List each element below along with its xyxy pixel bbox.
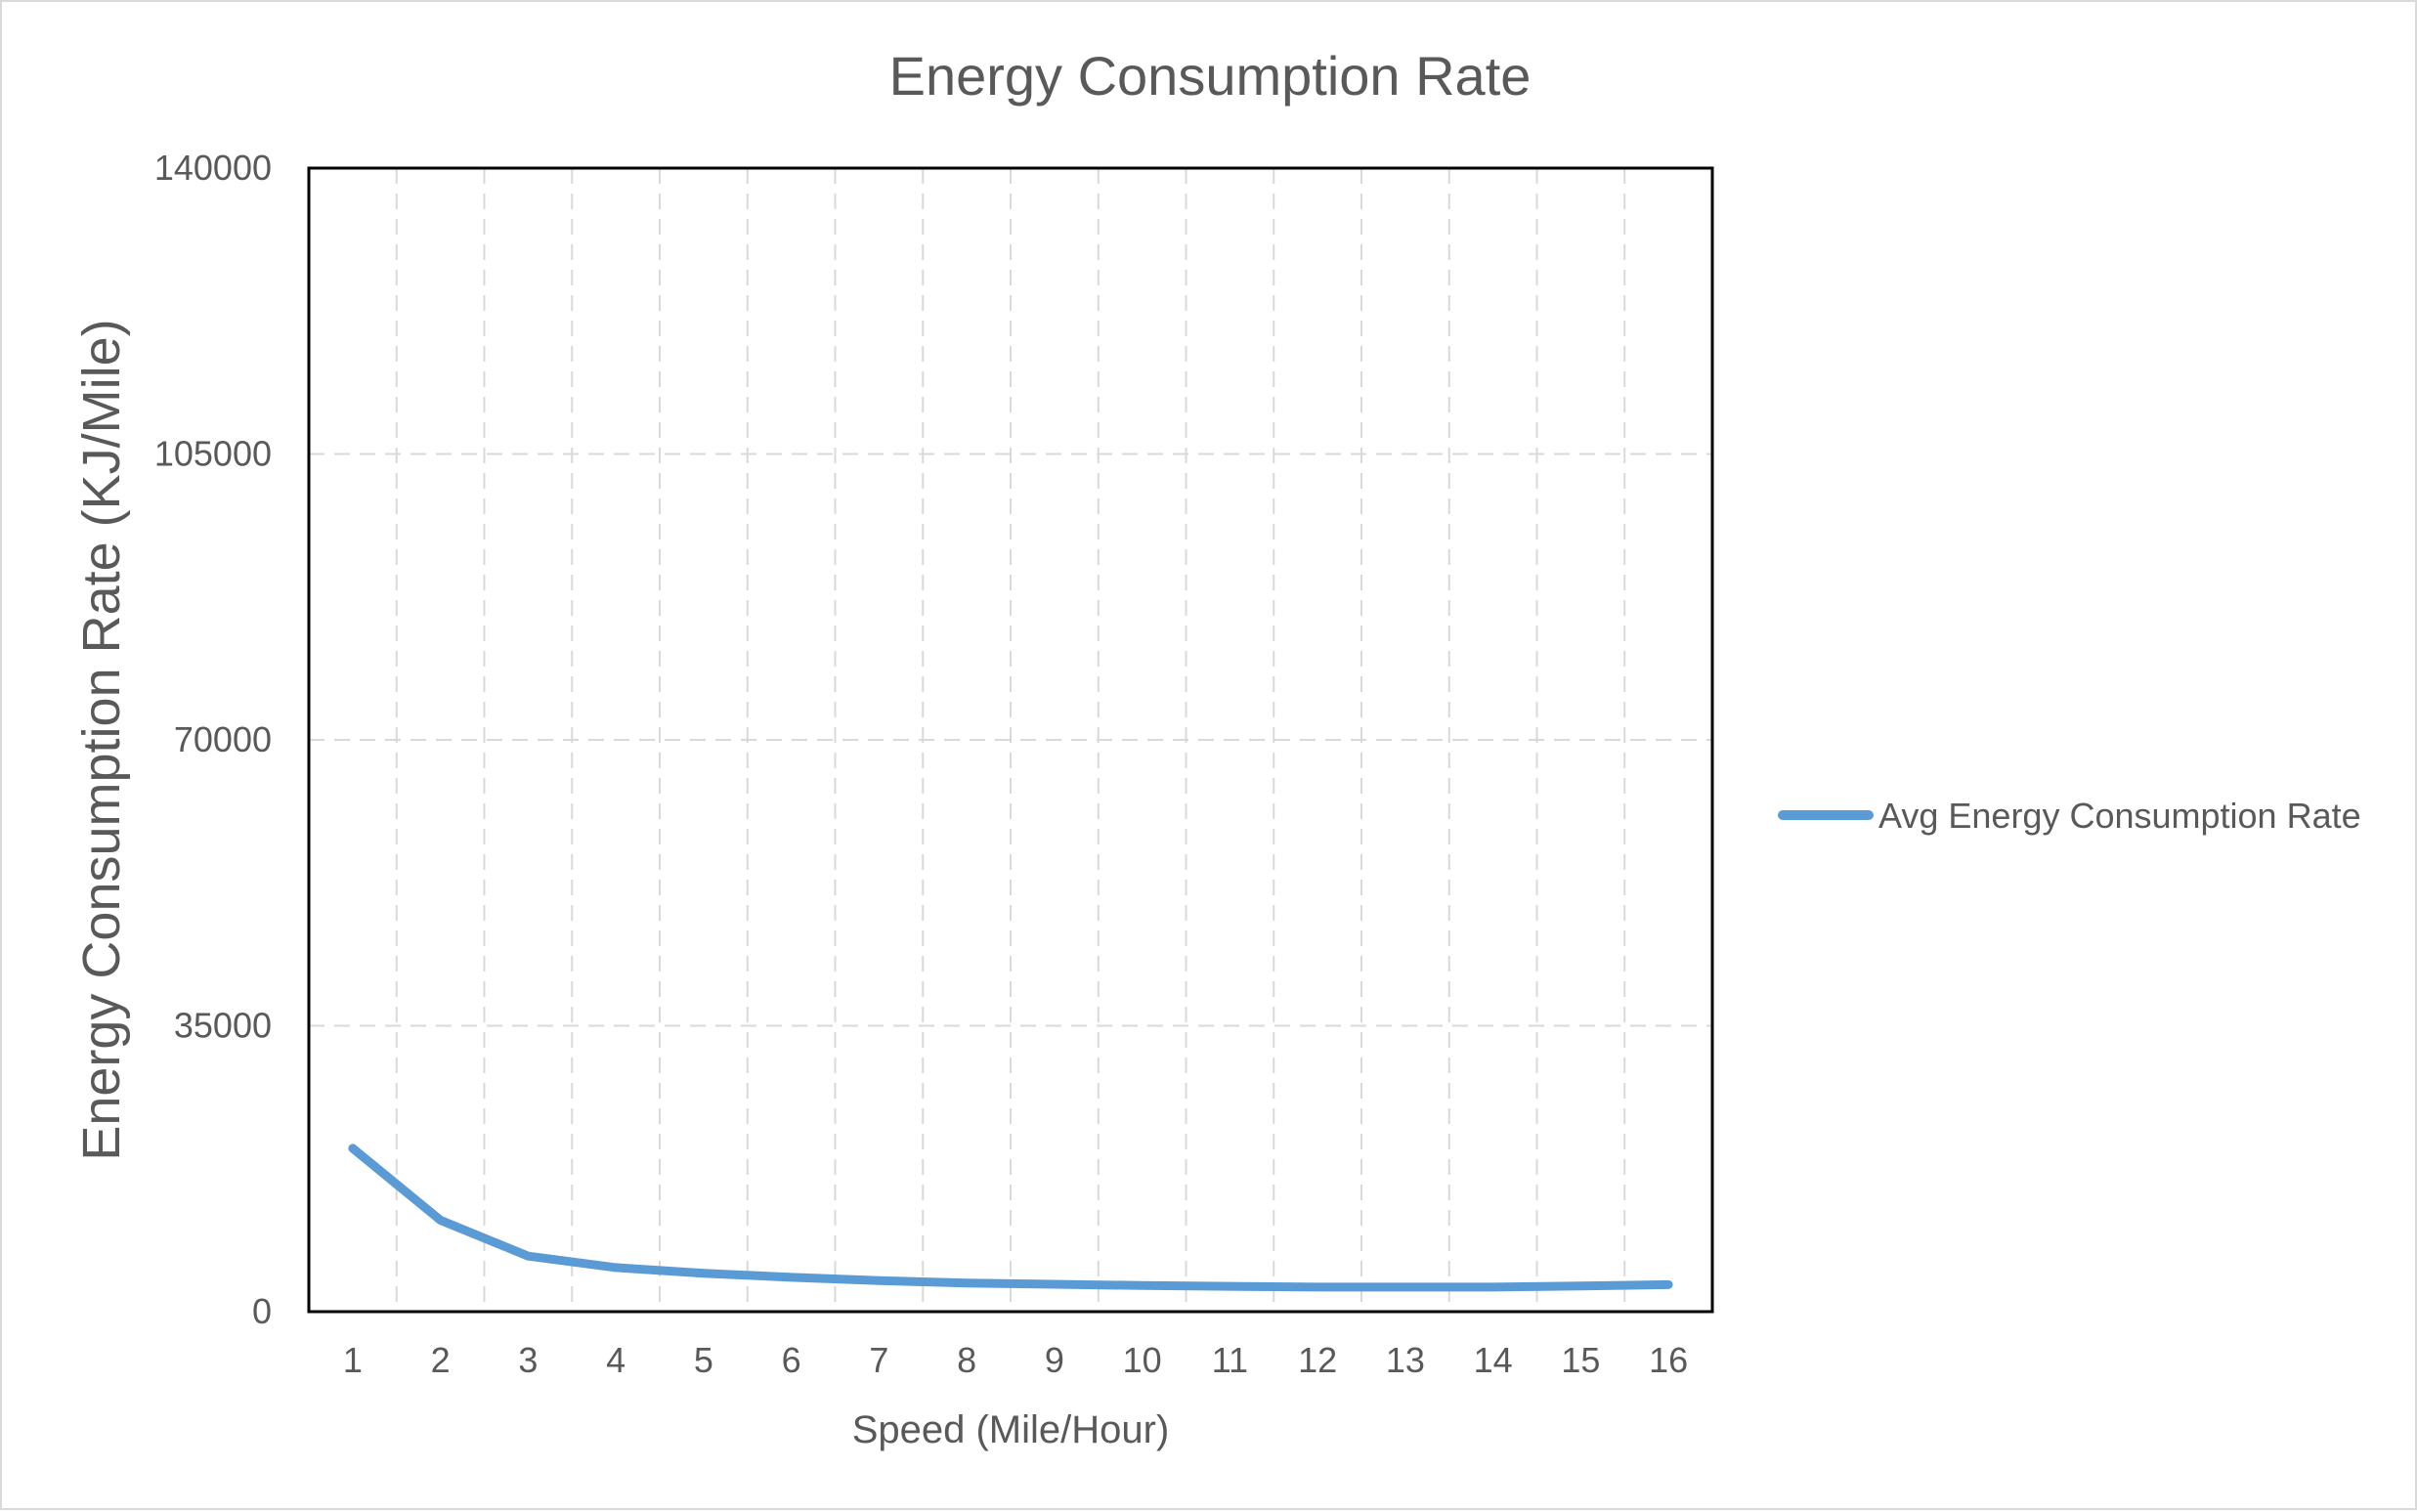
y-axis-ticks: 0 35000 70000 105000 140000 (154, 148, 272, 1331)
x-axis-title: Speed (Mile/Hour) (852, 1408, 1170, 1451)
x-tick-label: 10 (1123, 1340, 1162, 1380)
x-tick-label: 4 (606, 1340, 626, 1380)
x-tick-label: 8 (957, 1340, 976, 1380)
y-tick-label: 70000 (174, 719, 272, 759)
x-tick-label: 3 (518, 1340, 538, 1380)
x-tick-label: 9 (1045, 1340, 1064, 1380)
x-tick-label: 12 (1298, 1340, 1337, 1380)
x-tick-label: 14 (1474, 1340, 1513, 1380)
chart-title: Energy Consumption Rate (889, 45, 1532, 107)
x-tick-label: 11 (1212, 1340, 1248, 1380)
x-tick-label: 5 (694, 1340, 713, 1380)
legend-label: Avg Energy Consumption Rate (1878, 796, 2361, 836)
x-axis-ticks: 1 2 3 4 5 6 7 8 9 10 11 12 13 14 15 16 (343, 1340, 1688, 1380)
x-tick-label: 13 (1386, 1340, 1425, 1380)
y-tick-label: 105000 (154, 434, 272, 474)
x-tick-label: 1 (343, 1340, 363, 1380)
series-lines (348, 1144, 1673, 1292)
legend: Avg Energy Consumption Rate (1778, 796, 2361, 836)
x-tick-label: 6 (782, 1340, 801, 1380)
series-line (348, 1144, 1673, 1292)
plot-area (307, 166, 1714, 1314)
y-tick-label: 0 (252, 1291, 272, 1331)
y-axis-title: Energy Consumption Rate (KJ/Mile) (72, 319, 131, 1160)
gridlines (309, 168, 1712, 1312)
y-tick-label: 35000 (174, 1006, 272, 1046)
y-tick-label: 140000 (154, 148, 272, 188)
x-tick-label: 15 (1561, 1340, 1600, 1380)
x-tick-label: 2 (431, 1340, 451, 1380)
x-tick-label: 16 (1649, 1340, 1688, 1380)
x-tick-label: 7 (869, 1340, 888, 1380)
